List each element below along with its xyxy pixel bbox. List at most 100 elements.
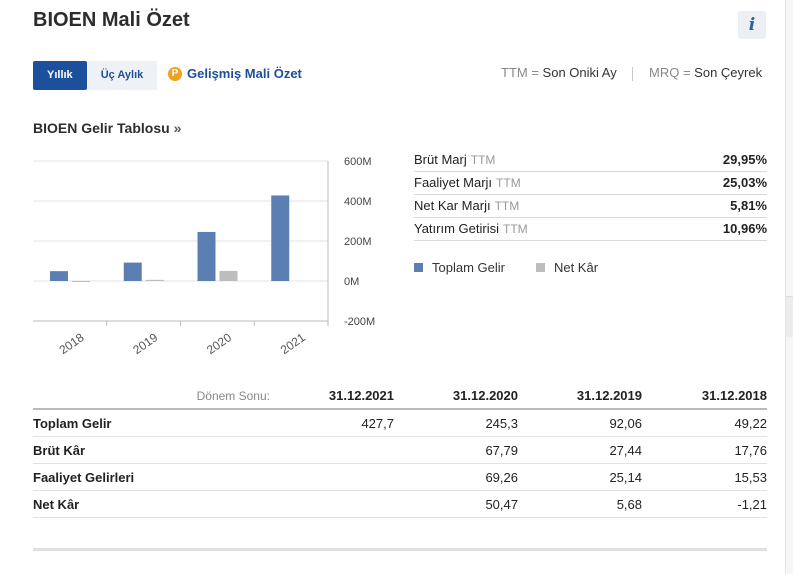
- income-statement-title: BIOEN Gelir Tablosu: [33, 120, 170, 136]
- x-tick-label: 2018: [57, 330, 87, 356]
- ratios-list: Brüt Marj TTM 29,95% Faaliyet Marjı TTM 25,0…: [414, 149, 767, 241]
- row-spacer: [145, 410, 270, 436]
- period-header: 31.12.2021: [328, 388, 394, 403]
- table-cell: 17,76: [734, 443, 767, 458]
- ratio-ttm: TTM: [470, 153, 496, 167]
- ratio-row: Faaliyet Marjı TTM 25,03%: [414, 172, 767, 195]
- table-cell: 25,14: [609, 470, 642, 485]
- period-end-label: Dönem Sonu:: [196, 389, 270, 403]
- period-header: 31.12.2019: [576, 388, 642, 403]
- table-cell: 50,47: [485, 497, 518, 512]
- ttm-meaning: Son Oniki Ay: [542, 65, 617, 80]
- row-label: Net Kâr: [33, 497, 80, 512]
- table-header: Dönem Sonu: 31.12.2021 31.12.2020 31.12.…: [33, 384, 767, 410]
- table-cell: 67,79: [485, 443, 518, 458]
- table-cell: 27,44: [609, 443, 642, 458]
- ttm-equals: =: [527, 65, 543, 80]
- info-icon[interactable]: i: [738, 11, 766, 39]
- table-cell: [270, 464, 394, 490]
- y-tick-label: 0M: [344, 276, 359, 288]
- advanced-summary-link[interactable]: P Gelişmiş Mali Özet: [168, 66, 302, 81]
- y-tick-label: 400M: [344, 196, 372, 208]
- x-tick-label: 2021: [278, 330, 308, 356]
- mrq-meaning: Son Çeyrek: [694, 65, 763, 80]
- legend-swatch-revenue: [414, 263, 423, 272]
- row-spacer: [145, 437, 270, 463]
- header-spacer: [33, 384, 145, 408]
- table-cell: 245,3: [485, 416, 518, 431]
- income-statement-link[interactable]: BIOEN Gelir Tablosu»: [33, 120, 181, 136]
- ratio-row: Yatırım Getirisi TTM 10,96%: [414, 218, 767, 241]
- table-cell: 49,22: [734, 416, 767, 431]
- ratio-label: Faaliyet Marjı: [414, 175, 493, 190]
- table-row: Net Kâr 50,47 5,68 -1,21: [33, 491, 767, 518]
- legend-item-net-profit: Net Kâr: [535, 260, 599, 275]
- row-spacer: [145, 464, 270, 490]
- table-row: Faaliyet Gelirleri 69,26 25,14 15,53: [33, 464, 767, 491]
- bar-net-profit: [219, 270, 238, 281]
- table-cell: [270, 437, 394, 463]
- ratio-value: 5,81%: [730, 198, 767, 213]
- ratio-row: Brüt Marj TTM 29,95%: [414, 149, 767, 172]
- period-header: 31.12.2018: [701, 388, 767, 403]
- bar-revenue: [271, 195, 290, 281]
- table-cell: [270, 491, 394, 517]
- footer-divider: [33, 548, 767, 551]
- table-cell: 5,68: [616, 497, 642, 512]
- bar-revenue: [123, 262, 142, 281]
- table-cell: 69,26: [485, 470, 518, 485]
- ratio-label: Brüt Marj: [414, 152, 467, 167]
- legend-separator: [632, 66, 634, 81]
- ratio-ttm: TTM: [494, 199, 520, 213]
- page-title: BIOEN Mali Özet: [33, 9, 190, 31]
- ratio-value: 10,96%: [722, 221, 767, 236]
- table-row: Brüt Kâr 67,79 27,44 17,76: [33, 437, 767, 464]
- premium-icon: P: [168, 66, 182, 81]
- income-chart: 600M 400M 200M 0M -200M 2018 2019 2020 2021: [33, 156, 375, 356]
- table-cell: 15,53: [734, 470, 767, 485]
- table-cell: 427,7: [361, 416, 394, 431]
- row-label: Toplam Gelir: [33, 416, 112, 431]
- bar-net-profit: [145, 279, 164, 281]
- legend-label-net-profit: Net Kâr: [553, 260, 599, 275]
- table-cell: 92,06: [609, 416, 642, 431]
- y-tick-label: 200M: [344, 236, 372, 248]
- ratio-ttm: TTM: [503, 222, 528, 236]
- legend-swatch-net-profit: [535, 263, 545, 272]
- x-tick-label: 2020: [204, 330, 234, 356]
- mrq-key: MRQ: [649, 65, 680, 80]
- y-tick-label: -200M: [344, 316, 375, 328]
- adjacent-panel-edge: [786, 0, 793, 574]
- ratio-label: Net Kar Marjı: [414, 198, 491, 213]
- ttm-key: TTM: [501, 65, 528, 80]
- mrq-equals: =: [679, 65, 695, 80]
- ratio-value: 29,95%: [722, 152, 767, 167]
- legend-item-revenue: Toplam Gelir: [414, 260, 505, 275]
- tab-quarterly[interactable]: Üç Aylık: [86, 61, 158, 90]
- ratio-label: Yatırım Getirisi: [414, 221, 499, 236]
- period-tabs: Yıllık Üç Aylık: [33, 61, 158, 90]
- ratio-ttm: TTM: [496, 176, 521, 190]
- financial-summary-table: Dönem Sonu: 31.12.2021 31.12.2020 31.12.…: [33, 384, 767, 518]
- double-chevron-icon: »: [173, 120, 182, 136]
- table-cell: -1,21: [737, 497, 767, 512]
- bar-net-profit: [72, 281, 90, 282]
- adjacent-panel-box: [786, 296, 793, 337]
- chart-legend: Toplam Gelir Net Kâr: [414, 260, 629, 275]
- bar-revenue: [50, 271, 68, 281]
- period-header: 31.12.2020: [452, 388, 518, 403]
- abbreviation-legend: TTM = Son Oniki Ay MRQ = Son Çeyrek: [501, 65, 762, 81]
- ratio-value: 25,03%: [722, 175, 767, 190]
- tab-annual[interactable]: Yıllık: [33, 61, 87, 90]
- row-label: Brüt Kâr: [33, 443, 86, 458]
- panel-right-border: [785, 0, 786, 574]
- ratio-row: Net Kar Marjı TTM 5,81%: [414, 195, 767, 218]
- row-spacer: [145, 491, 270, 517]
- bar-revenue: [197, 231, 216, 281]
- x-tick-label: 2019: [130, 330, 160, 356]
- advanced-summary-label: Gelişmiş Mali Özet: [187, 66, 302, 81]
- legend-label-revenue: Toplam Gelir: [432, 260, 505, 275]
- table-row: Toplam Gelir 427,7 245,3 92,06 49,22: [33, 410, 767, 437]
- row-label: Faaliyet Gelirleri: [33, 470, 135, 485]
- y-tick-label: 600M: [344, 156, 372, 168]
